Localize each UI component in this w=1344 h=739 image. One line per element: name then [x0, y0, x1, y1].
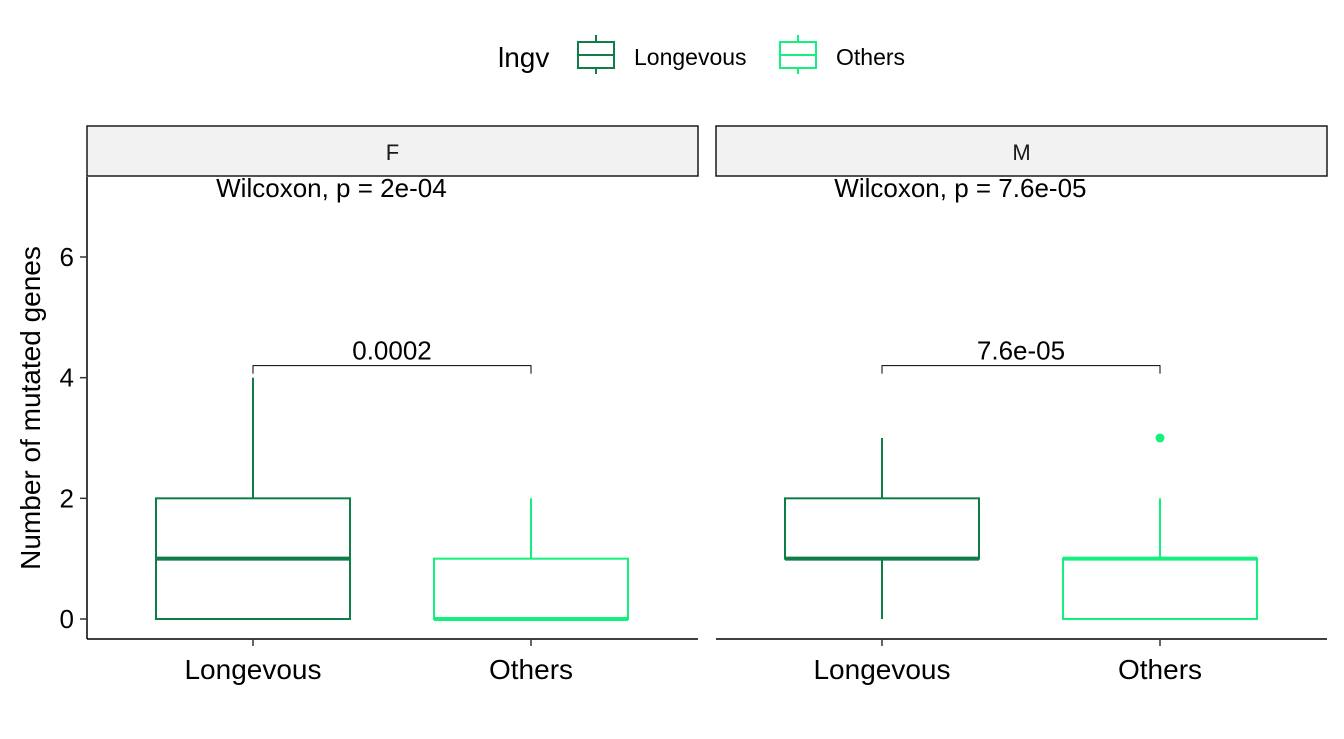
iqr-box	[433, 557, 629, 621]
y-axis-title: Number of mutated genes	[15, 246, 46, 570]
facet-strip-label: M	[1012, 140, 1030, 165]
facet-strip	[715, 125, 1328, 177]
outlier-point	[1155, 433, 1165, 443]
iqr-box	[1062, 557, 1258, 621]
global-test-label: Wilcoxon, p = 2e-04	[216, 173, 447, 203]
legend-label: Others	[836, 44, 905, 70]
pairwise-p-label: 7.6e-05	[977, 336, 1065, 366]
bracket-line	[881, 365, 1161, 374]
x-tick-label: Others	[1118, 654, 1202, 685]
y-tick-label: 2	[60, 483, 74, 513]
pairwise-p-label: 0.0002	[352, 336, 432, 366]
facet-strip-label: F	[386, 140, 399, 165]
comparison-bracket: 7.6e-05	[881, 336, 1161, 374]
y-tick-label: 0	[60, 604, 74, 634]
legend-label: Longevous	[634, 44, 747, 70]
y-tick-label: 6	[60, 242, 74, 272]
legend: lngv Longevous Others	[498, 35, 905, 74]
iqr-box	[784, 497, 980, 560]
legend-title: lngv	[498, 42, 549, 73]
facet-panel-M: M Wilcoxon, p = 7.6e-05 Longevous Others 7.6…	[715, 125, 1328, 685]
x-tick-label: Others	[489, 654, 573, 685]
global-test-label: Wilcoxon, p = 7.6e-05	[834, 173, 1086, 203]
facet-panel-F: F 0 2 4 6 Wilcoxon, p = 2e-04 Longevous Others 0…	[60, 125, 699, 685]
box-longevous	[784, 438, 980, 619]
x-tick-label: Longevous	[184, 654, 321, 685]
bracket-line	[252, 365, 532, 374]
box-longevous	[155, 377, 351, 621]
x-tick-label: Longevous	[813, 654, 950, 685]
y-tick-label: 4	[60, 363, 74, 393]
comparison-bracket: 0.0002	[252, 336, 532, 374]
box-others	[433, 498, 629, 621]
facet-strip	[86, 125, 699, 177]
legend-item: Longevous	[577, 35, 747, 74]
legend-item: Others	[779, 35, 905, 74]
box-others	[1062, 433, 1258, 621]
